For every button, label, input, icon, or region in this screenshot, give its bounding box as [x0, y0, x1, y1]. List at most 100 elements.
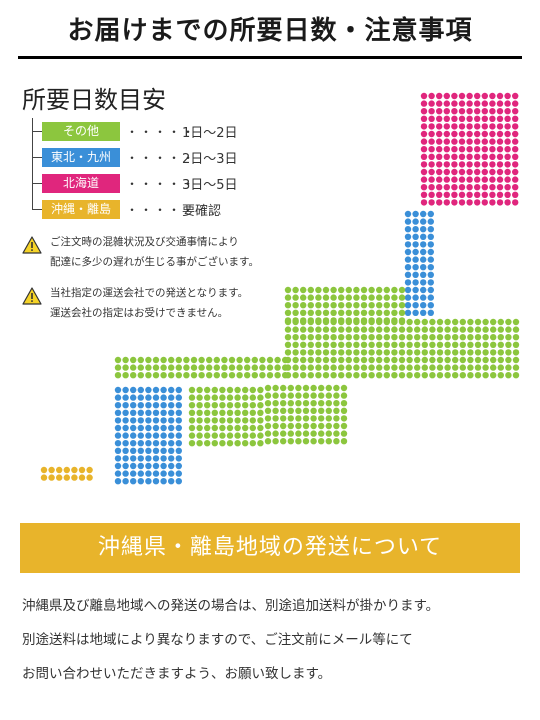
- map-dot: [318, 407, 325, 414]
- japan-dot-map: [40, 92, 520, 485]
- map-dot: [404, 256, 412, 263]
- map-dot: [257, 440, 264, 447]
- map-dot: [137, 455, 144, 462]
- map-dot: [466, 115, 473, 123]
- map-dot: [466, 108, 473, 115]
- map-dot: [467, 334, 474, 341]
- map-dot: [280, 407, 287, 414]
- map-dot: [482, 318, 489, 326]
- map-dot: [266, 364, 274, 371]
- map-dot: [282, 356, 289, 364]
- map-dot: [458, 184, 466, 191]
- map-dot: [152, 478, 160, 485]
- map-dot: [204, 386, 211, 394]
- map-dot: [481, 168, 488, 176]
- map-dot: [196, 417, 203, 424]
- map-dot: [420, 233, 427, 240]
- map-dot: [322, 334, 330, 341]
- map-dot: [56, 474, 63, 481]
- map-dot: [474, 115, 481, 123]
- map-dot: [481, 108, 488, 115]
- map-dot: [428, 123, 435, 130]
- map-dot: [458, 138, 466, 145]
- map-dot: [505, 318, 512, 326]
- map-dot: [333, 392, 340, 399]
- map-dot: [474, 123, 481, 130]
- map-dot: [482, 356, 489, 364]
- map-dot: [474, 153, 481, 160]
- map-dot: [292, 334, 299, 341]
- map-dot: [490, 356, 497, 364]
- map-dot: [436, 191, 443, 198]
- map-dot: [236, 356, 243, 364]
- map-dot: [114, 402, 122, 409]
- map-dot: [183, 356, 190, 364]
- map-dot: [466, 176, 473, 183]
- map-dot: [292, 326, 299, 333]
- map-dot: [295, 422, 302, 430]
- map-dot: [228, 364, 236, 371]
- map-dot: [310, 407, 317, 414]
- map-dot: [436, 318, 444, 326]
- map-dot: [412, 226, 419, 233]
- map-dot: [360, 334, 368, 341]
- map-dot: [466, 168, 473, 176]
- map-dot: [436, 356, 444, 364]
- map-dot: [300, 364, 307, 371]
- map-dot: [122, 356, 129, 364]
- map-dot: [490, 349, 497, 356]
- map-dot: [206, 356, 213, 364]
- map-dot: [436, 123, 443, 130]
- map-dot: [198, 372, 205, 379]
- map-dot: [228, 356, 236, 364]
- notice-carrier-line-1: 当社指定の運送会社での発送となります。: [50, 287, 249, 299]
- map-dot: [160, 409, 167, 416]
- map-dot: [307, 364, 314, 371]
- map-dot: [436, 92, 443, 100]
- map-dot: [452, 326, 459, 333]
- map-dot: [302, 438, 310, 445]
- map-dot: [420, 226, 427, 233]
- map-dot: [266, 372, 274, 379]
- map-dot: [504, 176, 511, 183]
- map-dot: [383, 286, 390, 294]
- map-dot: [114, 394, 122, 401]
- map-dot: [160, 447, 167, 454]
- map-dot: [325, 407, 332, 414]
- map-dot: [257, 417, 264, 424]
- map-dot: [474, 92, 481, 100]
- map-dot: [340, 407, 348, 414]
- map-dot: [512, 356, 520, 364]
- map-dot: [310, 415, 317, 422]
- map-dot: [474, 341, 482, 348]
- map-dot: [420, 248, 427, 256]
- map-dot: [63, 466, 70, 474]
- map-dot: [168, 470, 175, 477]
- map-dot: [353, 294, 360, 301]
- map-dot: [86, 466, 93, 474]
- map-dot: [353, 356, 360, 364]
- map-dot: [466, 100, 473, 107]
- map-dot: [122, 372, 129, 379]
- map-dot: [152, 386, 160, 394]
- map-dot: [114, 455, 122, 462]
- map-dot: [497, 356, 504, 364]
- map-dot: [226, 386, 234, 394]
- map-dot: [168, 372, 175, 379]
- map-dot: [497, 334, 504, 341]
- map-dot: [145, 432, 152, 439]
- map-dot: [345, 372, 352, 379]
- map-dot: [443, 100, 450, 107]
- map-dot: [330, 286, 337, 294]
- map-dot: [282, 372, 289, 379]
- map-dot: [287, 407, 294, 414]
- map-dot: [345, 356, 352, 364]
- map-dot: [338, 349, 345, 356]
- map-dot: [152, 440, 160, 447]
- map-dot: [489, 199, 496, 206]
- map-dot: [459, 349, 466, 356]
- map-dot: [345, 318, 352, 326]
- map-dot: [360, 364, 368, 371]
- map-dot: [242, 386, 249, 394]
